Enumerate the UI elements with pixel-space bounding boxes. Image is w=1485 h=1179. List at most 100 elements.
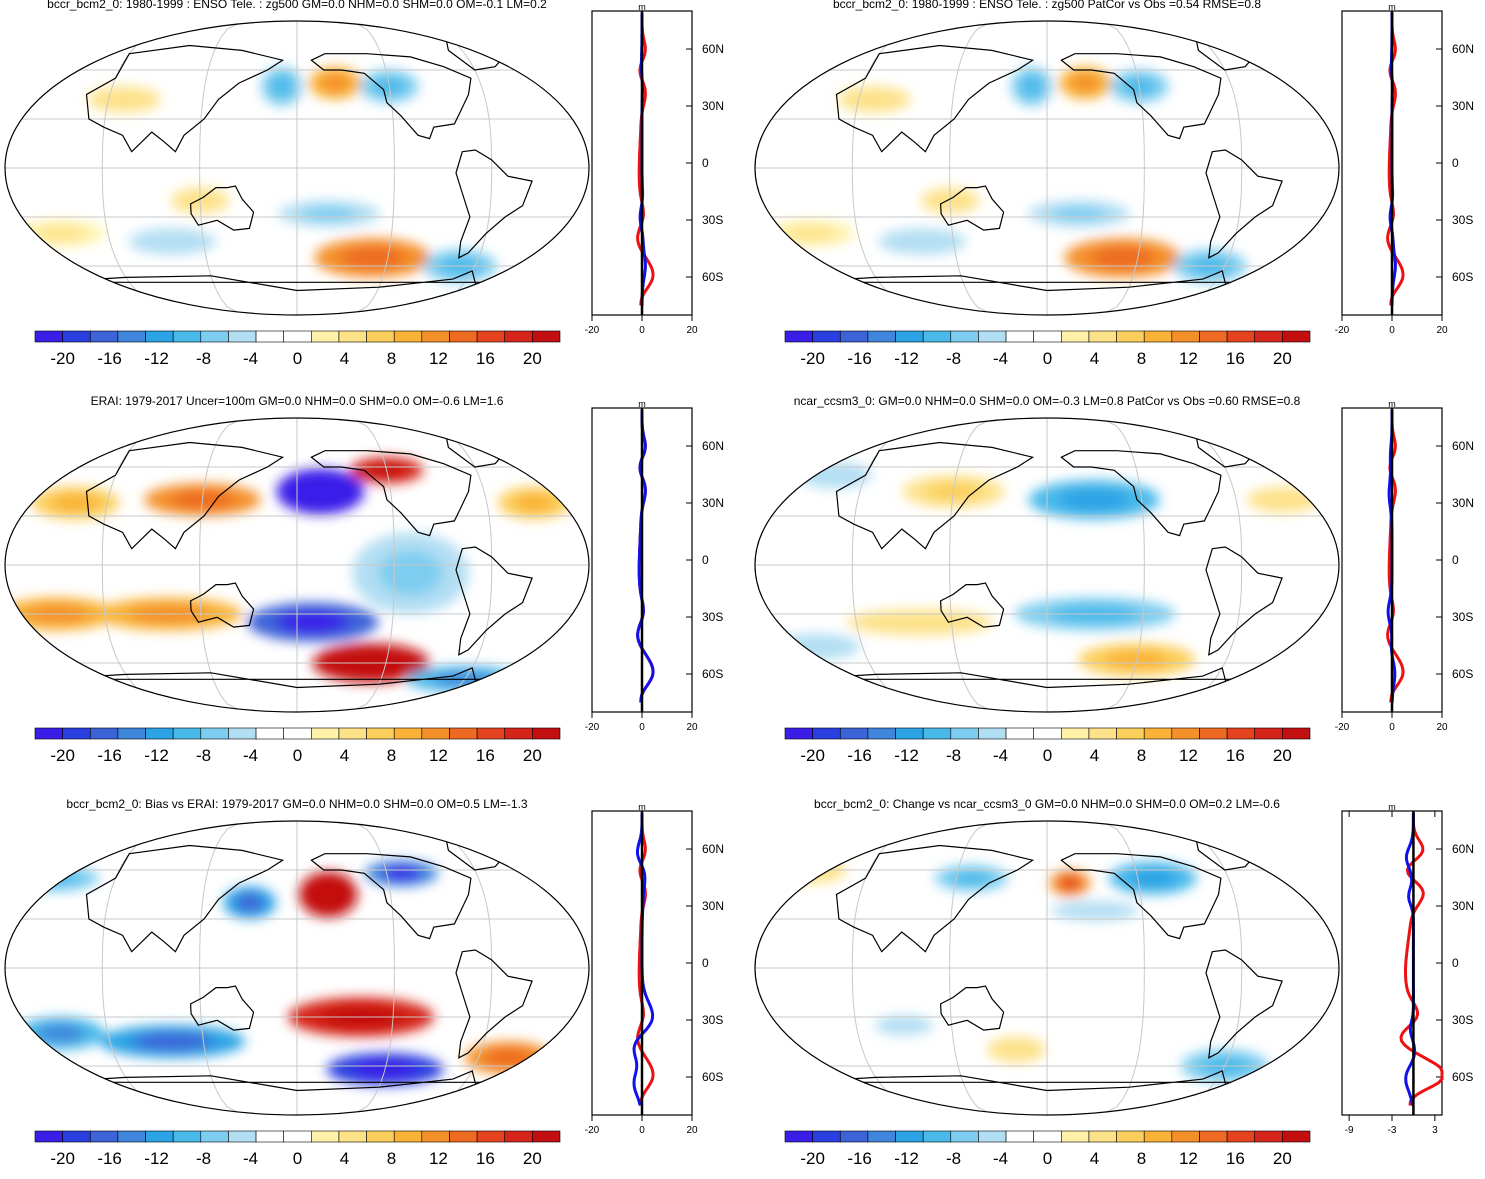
zonal-lat-label: 60N	[702, 42, 724, 56]
coastline-asia	[85, 44, 285, 153]
zonal-curve-model	[636, 409, 655, 703]
zonal-unit-label: m	[1388, 399, 1396, 409]
colorbar-swatch-1	[62, 1130, 91, 1143]
anomaly-core-1	[1020, 75, 1043, 98]
colorbar-swatch-16	[1226, 727, 1256, 740]
colorbar-swatch-8	[1005, 1130, 1034, 1143]
map-frame	[4, 820, 590, 1116]
zonal-curve-obs	[636, 812, 655, 1106]
panel-bccr-fut: bccr_bcm2_0: 1980-1999 : ENSO Tele. : zg…	[754, 0, 1474, 368]
map-frame	[4, 20, 590, 316]
anomaly-core-8	[484, 1048, 533, 1067]
zonal-mean-ncar-ccsm3: m -20 0 20 60N 30N 0 30S 60S	[1335, 399, 1474, 733]
colorbar-swatch-7	[978, 727, 1007, 740]
lon-line	[199, 418, 244, 712]
colorbar-swatch-12	[366, 727, 395, 740]
zonal-lat-label: 30S	[1452, 1013, 1473, 1027]
colorbar-swatch-7	[228, 330, 257, 343]
zonal-x-tick-label: 20	[1436, 722, 1448, 733]
colorbar-swatch-2	[839, 727, 869, 740]
coastline-north-america	[1060, 53, 1222, 140]
anomaly-core-6	[1000, 1042, 1033, 1057]
zonal-x-tick-label: -9	[1345, 1125, 1354, 1136]
anomaly-core-5	[879, 614, 960, 630]
colorbar-swatch-3	[867, 330, 896, 343]
anomaly-core-7	[887, 1019, 920, 1031]
colorbar-change: -20 -16 -12 -8 -4 0 4 8 12 16 20	[784, 1130, 1311, 1168]
colorbar-tick-label: -20	[50, 349, 75, 368]
map-area-ncar-ccsm3	[755, 418, 1339, 712]
colorbar-tick-label: 16	[476, 746, 495, 765]
anomaly-core-0	[296, 478, 345, 505]
colorbar-tick-label: 20	[523, 746, 542, 765]
coastline-north-america	[310, 853, 472, 940]
colorbar-swatch-3	[117, 1130, 146, 1143]
anomaly-core-0	[1070, 74, 1100, 93]
zonal-x-tick-label: 3	[1432, 1125, 1438, 1136]
zonal-lat-label: 30S	[702, 1013, 723, 1027]
panel-bccr-hist: bccr_bcm2_0: 1980-1999 : ENSO Tele. : zg…	[4, 0, 724, 368]
anomaly-core-9	[148, 234, 197, 249]
zonal-lat-label: 30S	[1452, 610, 1473, 624]
colorbar-tick-label: 0	[293, 1149, 302, 1168]
zonal-mean-bccr-hist: m -20 0 20 60N 30N 0 30S 60S	[585, 2, 724, 336]
colorbar-tick-label: 8	[387, 746, 396, 765]
colorbar-swatch-18	[532, 727, 561, 740]
lon-line	[101, 821, 191, 1115]
anomaly-core-9	[898, 234, 947, 249]
map-area-bias	[5, 821, 589, 1115]
zonal-lat-label: 30N	[702, 496, 724, 510]
colorbar-tick-label: 0	[293, 746, 302, 765]
map-area-erai	[5, 418, 589, 712]
zonal-x-tick-label: 20	[1436, 325, 1448, 336]
colorbar-swatch-1	[62, 727, 91, 740]
colorbar-swatch-15	[1199, 330, 1228, 343]
colorbar-tick-label: 0	[1043, 1149, 1052, 1168]
colorbar-swatch-9	[1033, 1130, 1062, 1143]
lon-line	[851, 821, 941, 1115]
colorbar-swatch-15	[449, 727, 478, 740]
anomaly-core-2	[235, 893, 265, 912]
colorbar-swatch-3	[117, 727, 146, 740]
colorbar-swatch-17	[1254, 330, 1283, 343]
map-frame	[4, 417, 590, 713]
colorbar-swatch-16	[476, 1130, 506, 1143]
colorbar-swatch-16	[476, 330, 506, 343]
anomaly-core-3	[30, 870, 80, 886]
colorbar-swatch-0	[34, 727, 63, 740]
colorbar-tick-label: -8	[946, 1149, 961, 1168]
zonal-lat-label: 60S	[1452, 270, 1473, 284]
zonal-lat-label: 30S	[1452, 213, 1473, 227]
colorbar-tick-label: -20	[800, 746, 825, 765]
colorbar-tick-label: 0	[293, 349, 302, 368]
anomaly-core-7	[792, 639, 841, 654]
anomaly-core-0	[312, 881, 345, 908]
colorbar-tick-label: -8	[196, 1149, 211, 1168]
coastline-asia	[835, 844, 1035, 953]
zonal-lat-label: 30N	[1452, 899, 1474, 913]
zonal-lat-label: 0	[702, 553, 709, 567]
zonal-lat-label: 60N	[1452, 42, 1474, 56]
map-frame	[754, 820, 1340, 1116]
colorbar-swatch-16	[1226, 1130, 1256, 1143]
colorbar-swatch-2	[89, 727, 119, 740]
colorbar-swatch-12	[1116, 1130, 1145, 1143]
colorbar-swatch-18	[532, 330, 561, 343]
anomaly-core-8	[786, 226, 835, 241]
colorbar-swatch-1	[812, 1130, 841, 1143]
colorbar-swatch-4	[145, 727, 174, 740]
colorbar-swatch-2	[839, 330, 869, 343]
colorbar-swatch-4	[895, 1130, 924, 1143]
colorbar-swatch-0	[34, 330, 63, 343]
colorbar-swatch-9	[1033, 330, 1062, 343]
colorbar-swatch-13	[1143, 727, 1173, 740]
zonal-unit-label: m	[638, 2, 646, 12]
map-area-change	[755, 821, 1339, 1115]
zonal-unit-label: m	[1388, 802, 1396, 812]
colorbar-swatch-15	[1199, 1130, 1228, 1143]
colorbar-tick-label: -20	[50, 746, 75, 765]
colorbar-swatch-5	[922, 330, 952, 343]
colorbar-tick-label: -8	[196, 349, 211, 368]
colorbar-swatch-12	[1116, 727, 1145, 740]
